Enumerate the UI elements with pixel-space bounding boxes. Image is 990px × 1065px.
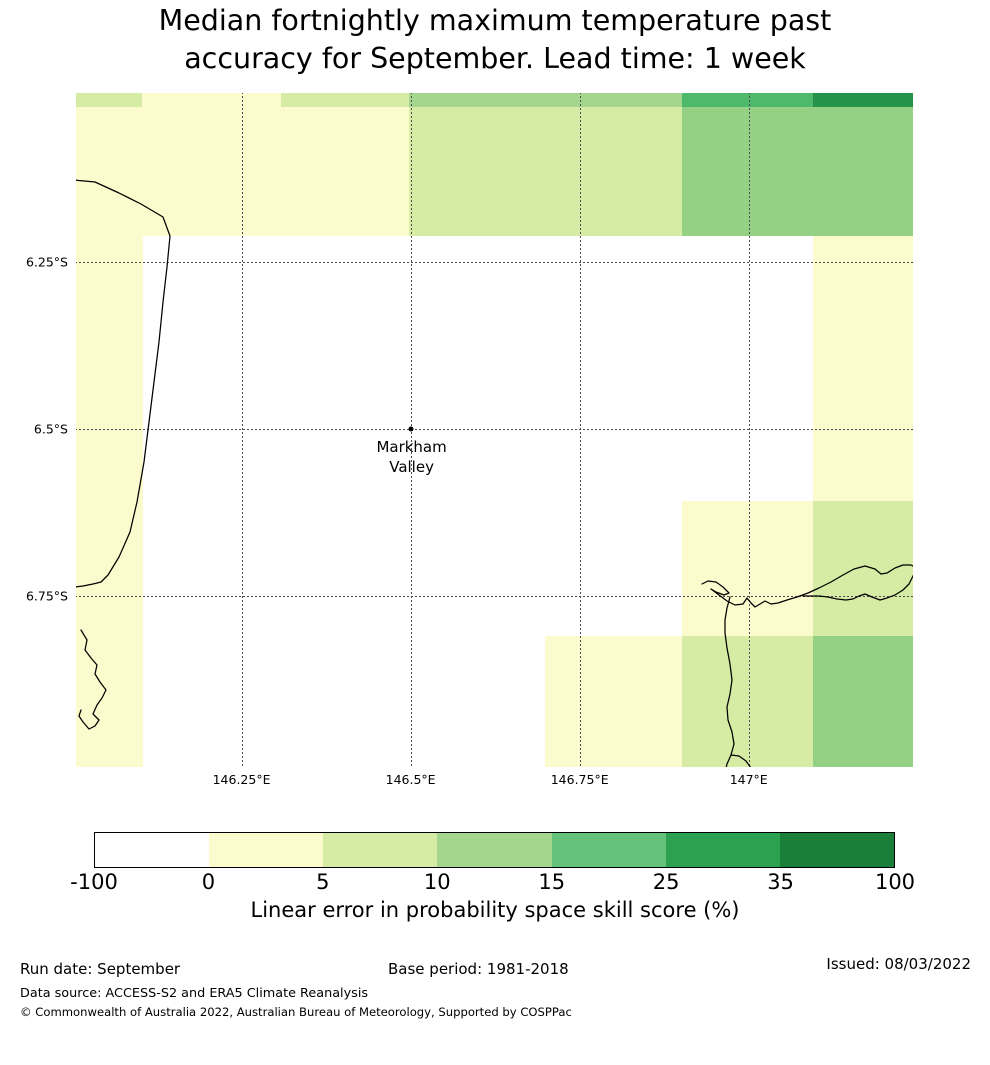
heatmap-cell [681, 106, 914, 237]
longitude-tick: 146.75°E [550, 772, 609, 787]
latitude-tick: 6.25°S [25, 254, 68, 270]
markham-valley-marker [408, 426, 414, 432]
colorbar-tick: 10 [423, 870, 451, 894]
colorbar-tick: 25 [652, 870, 680, 894]
colorbar-gradient [94, 832, 895, 868]
latitude-tick: 6.75°S [25, 588, 68, 604]
heatmap-cell [681, 500, 814, 637]
heatmap-cell [813, 235, 914, 502]
latitude-tick: 6.5°S [33, 421, 68, 437]
heatmap-cell [75, 92, 143, 108]
issued-date-text: Issued: 08/03/2022 [826, 955, 971, 973]
heatmap-cell [813, 92, 914, 108]
colorbar-segment [323, 833, 438, 867]
colorbar-segment [209, 833, 324, 867]
colorbar-tick: 35 [767, 870, 794, 894]
page-title: Median fortnightly maximum temperature p… [158, 4, 832, 75]
copyright-text: © Commonwealth of Australia 2022, Austra… [20, 1005, 572, 1019]
heatmap-cell [142, 92, 282, 108]
colorbar-tick: -100 [70, 870, 118, 894]
longitude-tick: 146.25°E [212, 772, 271, 787]
map-plot-area: Markham Valley [75, 92, 914, 768]
heatmap-cell [75, 235, 143, 768]
longitude-tick: 147°E [729, 772, 768, 787]
colorbar-segment [95, 833, 210, 867]
data-source-text: Data source: ACCESS-S2 and ERA5 Climate … [20, 986, 369, 1001]
gridline-horizontal [75, 595, 914, 597]
heatmap-cell [813, 500, 914, 637]
colorbar-tick: 15 [538, 870, 566, 894]
colorbar-title: Linear error in probability space skill … [250, 898, 740, 922]
markham-valley-label: Markham Valley [376, 437, 447, 477]
gridline-vertical [241, 92, 243, 768]
heatmap-cell [544, 636, 683, 768]
colorbar-tick: 5 [316, 870, 330, 894]
gridline-horizontal [75, 428, 914, 430]
heatmap-cell [408, 106, 683, 237]
heatmap-cell [813, 636, 914, 768]
colorbar [94, 832, 895, 868]
gridline-vertical [748, 92, 750, 768]
colorbar-segment [551, 833, 666, 867]
heatmap-cell [408, 92, 683, 108]
coastline-overlay [75, 179, 914, 768]
heatmap-cell [681, 92, 814, 108]
colorbar-tick: 100 [874, 870, 916, 894]
run-date-text: Run date: September [20, 960, 181, 978]
colorbar-segment [665, 833, 780, 867]
gridline-vertical [579, 92, 581, 768]
colorbar-tick: 0 [201, 870, 216, 894]
colorbar-segment [779, 833, 894, 867]
city-marker-layer: Markham Valley [75, 92, 914, 768]
base-period-text: Base period: 1981-2018 [388, 960, 569, 978]
heatmap-cell [681, 636, 814, 768]
gridline-horizontal [75, 262, 914, 263]
colorbar-segment [437, 833, 552, 867]
heatmap-cell [280, 92, 410, 108]
longitude-tick: 146.5°E [385, 772, 436, 787]
